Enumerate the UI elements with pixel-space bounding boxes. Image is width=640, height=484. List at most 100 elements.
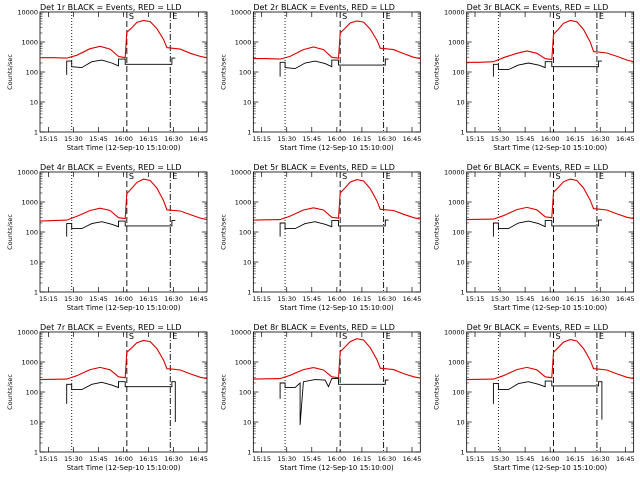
- panel-title: Det 7r BLACK = Events, RED = LLD: [40, 323, 182, 332]
- x-tick-label: 16:45: [189, 455, 208, 463]
- x-tick-label: 16:00: [327, 455, 346, 463]
- x-tick-label: 16:00: [114, 455, 133, 463]
- marker-label: S: [129, 332, 134, 341]
- x-tick-label: 16:45: [189, 295, 208, 303]
- series-events-line: [492, 380, 603, 420]
- plot-frame: [252, 171, 421, 293]
- x-tick-label: 16:45: [189, 135, 208, 143]
- x-tick-label: 15:30: [277, 455, 296, 463]
- series-lld-line: [40, 339, 207, 381]
- y-tick-label: 1: [461, 289, 465, 297]
- y-tick-label: 10: [243, 259, 251, 267]
- y-tick-label: 10000: [17, 169, 38, 177]
- marker-label: E: [599, 172, 604, 181]
- y-tick-label: 100: [26, 69, 38, 77]
- x-tick-label: 16:30: [164, 135, 183, 143]
- x-tick-label: 15:30: [64, 455, 83, 463]
- plot-frame: [39, 11, 208, 133]
- y-axis-label: Counts/sec: [6, 214, 14, 250]
- x-tick-label: 15:15: [39, 135, 58, 143]
- x-tick-label: 16:00: [541, 135, 560, 143]
- y-tick-label: 1000: [235, 199, 252, 207]
- series-events-line: [66, 381, 176, 422]
- marker-label: E: [386, 172, 391, 181]
- marker-label: S: [556, 332, 561, 341]
- marker-label: S: [342, 12, 347, 21]
- x-tick-label: 16:30: [164, 455, 183, 463]
- y-tick-label: 10000: [444, 329, 465, 337]
- panel-det-7: Det 7r BLACK = Events, RED = LLD 1 10 100 10…: [6, 323, 208, 472]
- y-axis-label: Counts/sec: [6, 54, 14, 90]
- plot-frame: [466, 171, 635, 293]
- x-tick-label: 15:30: [64, 135, 83, 143]
- x-tick-label: 16:30: [591, 135, 610, 143]
- y-tick-label: 1: [247, 449, 251, 457]
- x-tick-label: 16:30: [378, 295, 397, 303]
- panel-det-6: Det 6r BLACK = Events, RED = LLD 1 10 100 10…: [433, 163, 635, 312]
- x-tick-label: 16:30: [591, 455, 610, 463]
- x-tick-label: 16:30: [591, 295, 610, 303]
- x-tick-label: 16:00: [327, 135, 346, 143]
- x-tick-label: 15:30: [277, 135, 296, 143]
- marker-label: E: [172, 332, 177, 341]
- y-tick-label: 1: [34, 129, 38, 137]
- y-axis-label: Counts/sec: [433, 54, 441, 90]
- panel-det-1: Det 1r BLACK = Events, RED = LLD 1 10 100 10…: [6, 3, 208, 152]
- x-axis-label: Start Time (12-Sep-10 15:10:00): [67, 304, 181, 312]
- y-tick-label: 10000: [231, 9, 252, 17]
- series-lld-line: [253, 179, 421, 221]
- y-tick-label: 10: [30, 99, 38, 107]
- y-tick-label: 10000: [231, 329, 252, 337]
- x-tick-label: 16:15: [139, 135, 158, 143]
- x-tick-label: 16:15: [566, 295, 585, 303]
- y-tick-label: 1000: [21, 39, 38, 47]
- x-tick-label: 16:45: [616, 135, 635, 143]
- y-axis-label: Counts/sec: [219, 374, 227, 410]
- series-lld-line: [253, 20, 421, 60]
- x-tick-label: 15:15: [466, 295, 485, 303]
- panel-title: Det 1r BLACK = Events, RED = LLD: [40, 3, 182, 12]
- x-tick-label: 16:45: [616, 295, 635, 303]
- y-tick-label: 1000: [448, 39, 465, 47]
- y-tick-label: 10000: [444, 9, 465, 17]
- series-lld-line: [40, 19, 207, 59]
- x-tick-label: 16:30: [378, 455, 397, 463]
- x-tick-label: 16:00: [114, 135, 133, 143]
- plot-frame: [466, 331, 635, 453]
- y-tick-label: 100: [239, 69, 251, 77]
- y-tick-label: 100: [452, 229, 464, 237]
- panel-title: Det 5r BLACK = Events, RED = LLD: [253, 163, 395, 172]
- series-events-line: [492, 60, 602, 77]
- marker-label: E: [386, 12, 391, 21]
- y-tick-label: 10: [456, 259, 464, 267]
- x-tick-label: 15:45: [89, 455, 108, 463]
- x-axis-label: Start Time (12-Sep-10 15:10:00): [493, 144, 607, 152]
- x-tick-label: 16:45: [403, 295, 422, 303]
- panel-det-3: Det 3r BLACK = Events, RED = LLD 1 10 100 10…: [433, 3, 635, 152]
- x-tick-label: 15:30: [64, 295, 83, 303]
- x-tick-label: 16:15: [353, 455, 372, 463]
- y-tick-label: 10: [456, 99, 464, 107]
- x-tick-label: 16:15: [353, 295, 372, 303]
- marker-label: E: [172, 12, 177, 21]
- x-tick-label: 15:30: [491, 135, 510, 143]
- y-tick-label: 1000: [448, 359, 465, 367]
- y-axis-label: Counts/sec: [219, 214, 227, 250]
- series-lld-line: [253, 338, 421, 380]
- panel-det-8: Det 8r BLACK = Events, RED = LLD 1 10 100 10…: [219, 323, 421, 472]
- y-tick-label: 1000: [235, 39, 252, 47]
- y-tick-label: 100: [452, 69, 464, 77]
- x-tick-label: 16:15: [353, 135, 372, 143]
- y-tick-label: 100: [239, 389, 251, 397]
- plot-frame: [39, 171, 208, 293]
- x-axis-label: Start Time (12-Sep-10 15:10:00): [280, 144, 394, 152]
- x-tick-label: 16:15: [566, 135, 585, 143]
- x-tick-label: 15:45: [516, 135, 535, 143]
- panel-title: Det 8r BLACK = Events, RED = LLD: [253, 323, 395, 332]
- panel-title: Det 3r BLACK = Events, RED = LLD: [467, 3, 609, 12]
- series-events-line: [492, 219, 602, 237]
- x-axis-label: Start Time (12-Sep-10 15:10:00): [493, 464, 607, 472]
- y-tick-label: 1: [461, 129, 465, 137]
